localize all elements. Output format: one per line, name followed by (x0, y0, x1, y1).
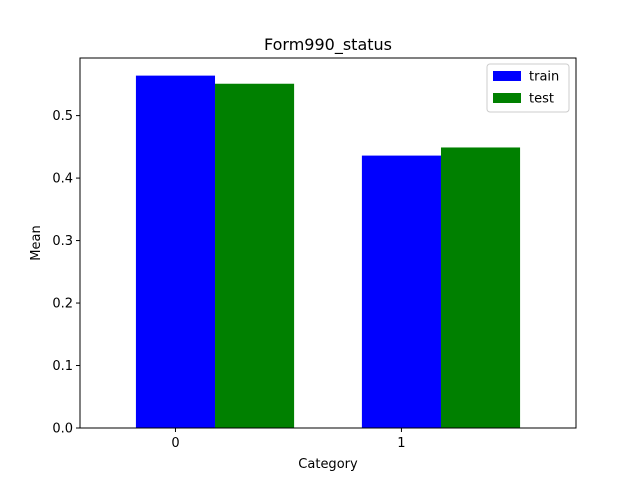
x-tick-label: 0 (171, 436, 179, 451)
legend-swatch-train (493, 71, 521, 81)
bar-test-0 (215, 83, 295, 428)
y-tick-label: 0.2 (52, 297, 73, 312)
chart-title: Form990_status (264, 35, 392, 55)
legend-swatch-test (493, 93, 521, 103)
plot-frame (79, 57, 577, 429)
legend: train test (486, 63, 570, 113)
y-axis-label: Mean (29, 225, 44, 260)
legend-label-test: test (529, 92, 554, 107)
bar-train-0 (135, 75, 216, 428)
legend-label-train: train (529, 70, 559, 85)
y-tick-label: 0.3 (52, 234, 73, 249)
x-axis-label: Category (298, 457, 358, 472)
y-tick-label: 0.1 (52, 359, 73, 374)
x-tick-label: 1 (397, 436, 405, 451)
bar-test-1 (440, 147, 521, 428)
y-tick-label: 0.4 (52, 172, 73, 187)
y-tick-label: 0.0 (52, 422, 73, 437)
bars-group (135, 75, 521, 428)
y-tick-label: 0.5 (52, 109, 73, 124)
bar-train-1 (361, 155, 441, 428)
y-axis-ticks: 0.0 0.1 0.2 0.3 0.4 0.5 (52, 109, 80, 437)
